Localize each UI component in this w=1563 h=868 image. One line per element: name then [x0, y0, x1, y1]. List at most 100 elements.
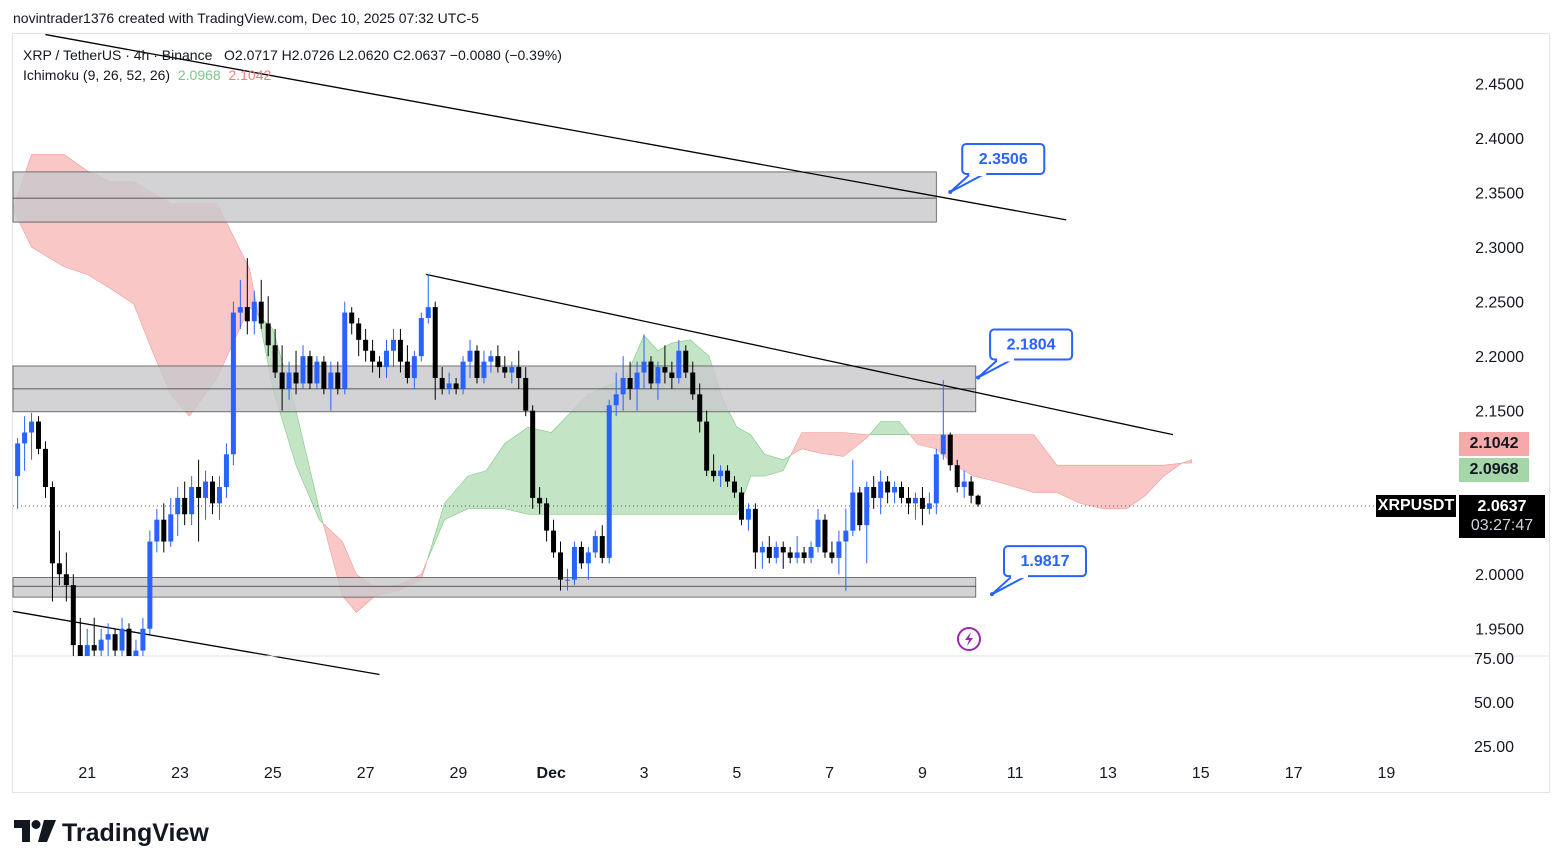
callout-anchor [990, 592, 995, 597]
volume-tick: 75.00 [1474, 651, 1514, 668]
candle-body [223, 454, 229, 488]
candle-up [745, 503, 751, 531]
candle-body [773, 546, 779, 558]
symbol-label[interactable]: XRP / TetherUS · 4h · Binance [23, 47, 213, 63]
candle-up [390, 328, 396, 368]
candle-body [251, 301, 257, 322]
indicator-row[interactable]: Ichimoku (9, 26, 52, 26) 2.0968 2.1042 [23, 65, 562, 85]
ohlc-values: O2.0717 H2.0726 L2.0620 C2.0637 −0.0080 … [224, 47, 562, 63]
candle-up [676, 339, 682, 384]
candle-body [56, 563, 62, 575]
candle-down [599, 525, 605, 564]
candle-body [836, 541, 842, 558]
candle-body [216, 487, 222, 504]
ichimoku-label: Ichimoku (9, 26, 52, 26) [23, 67, 171, 83]
ichimoku-span-b-value: 2.1042 [228, 67, 272, 83]
candle-body [759, 546, 765, 553]
candle-body [516, 367, 522, 378]
candle-down [871, 476, 877, 509]
tradingview-logo[interactable]: TradingView [14, 818, 209, 849]
candle-body [495, 356, 501, 368]
candle-body [606, 405, 612, 558]
price-callout: 1.9817 [990, 545, 1088, 597]
candle-body [954, 465, 960, 488]
time-tick: 17 [1285, 765, 1303, 782]
price-zone [12, 171, 937, 223]
candle-up [446, 372, 452, 395]
candle-body [690, 372, 696, 395]
candle-up [105, 623, 111, 656]
candle-down [523, 367, 529, 417]
candle-body [662, 367, 668, 373]
candle-down [502, 356, 508, 378]
candle-down [822, 514, 828, 558]
candle-body [676, 350, 682, 378]
candle-down [49, 481, 55, 602]
candle-up [411, 350, 417, 389]
time-tick: 5 [732, 765, 741, 782]
candle-body [919, 497, 925, 509]
candle-down [669, 361, 675, 389]
candle-body [425, 307, 431, 319]
candle-body [126, 628, 132, 656]
candle-up [773, 541, 779, 564]
candles [15, 258, 981, 656]
candle-body [899, 487, 905, 498]
candle-body [585, 552, 591, 564]
candle-up [384, 339, 390, 378]
candle-body [523, 377, 529, 411]
candle-body [384, 350, 390, 368]
candle-body [328, 372, 334, 389]
alert-icon[interactable] [957, 627, 981, 651]
candle-up [864, 481, 870, 564]
candle-down [349, 307, 355, 335]
candle-down [857, 487, 863, 531]
candle-body [77, 645, 83, 656]
candle-down [293, 350, 299, 395]
candle-up [223, 443, 229, 498]
span-b-price-tag: 2.1042 [1459, 432, 1529, 456]
candle-down [453, 377, 459, 395]
candle-down [70, 574, 76, 656]
candle-up [140, 617, 146, 656]
time-tick: 29 [450, 765, 468, 782]
candle-body [112, 634, 118, 651]
candle-body [794, 552, 800, 558]
candle-body [592, 536, 598, 553]
candle-down [578, 541, 584, 569]
candle-body [961, 481, 967, 488]
candle-body [210, 481, 216, 504]
candle-body [390, 339, 396, 351]
trendline [45, 33, 1067, 221]
candle-down [662, 345, 668, 384]
candle-up [314, 356, 320, 389]
price-callouts: 2.3506 2.1804 1.9817 [948, 142, 1088, 597]
candle-up [488, 350, 494, 373]
candle-body [718, 470, 724, 477]
price-tick: 2.4000 [1475, 131, 1524, 148]
candle-body [189, 487, 195, 515]
candle-body [314, 361, 320, 384]
candle-body [634, 372, 640, 389]
candle-up [460, 356, 466, 395]
callout-pointer-mask [997, 357, 1015, 362]
time-tick: 3 [640, 765, 649, 782]
candle-down [210, 476, 216, 515]
callout-label: 2.3506 [979, 151, 1028, 168]
candle-down [690, 361, 696, 400]
candle-down [77, 617, 83, 656]
candle-up [641, 334, 647, 389]
candle-body [843, 530, 849, 542]
price-callout: 2.3506 [948, 142, 1046, 194]
candle-body [453, 383, 459, 389]
candle-up [154, 508, 160, 553]
candle-up [933, 448, 939, 515]
callout-box [989, 328, 1074, 361]
candle-body [878, 481, 884, 498]
candle-up [613, 372, 619, 417]
candle-body [502, 367, 508, 373]
candle-up [564, 568, 570, 591]
candle-body [349, 312, 355, 324]
candle-body [356, 323, 362, 340]
